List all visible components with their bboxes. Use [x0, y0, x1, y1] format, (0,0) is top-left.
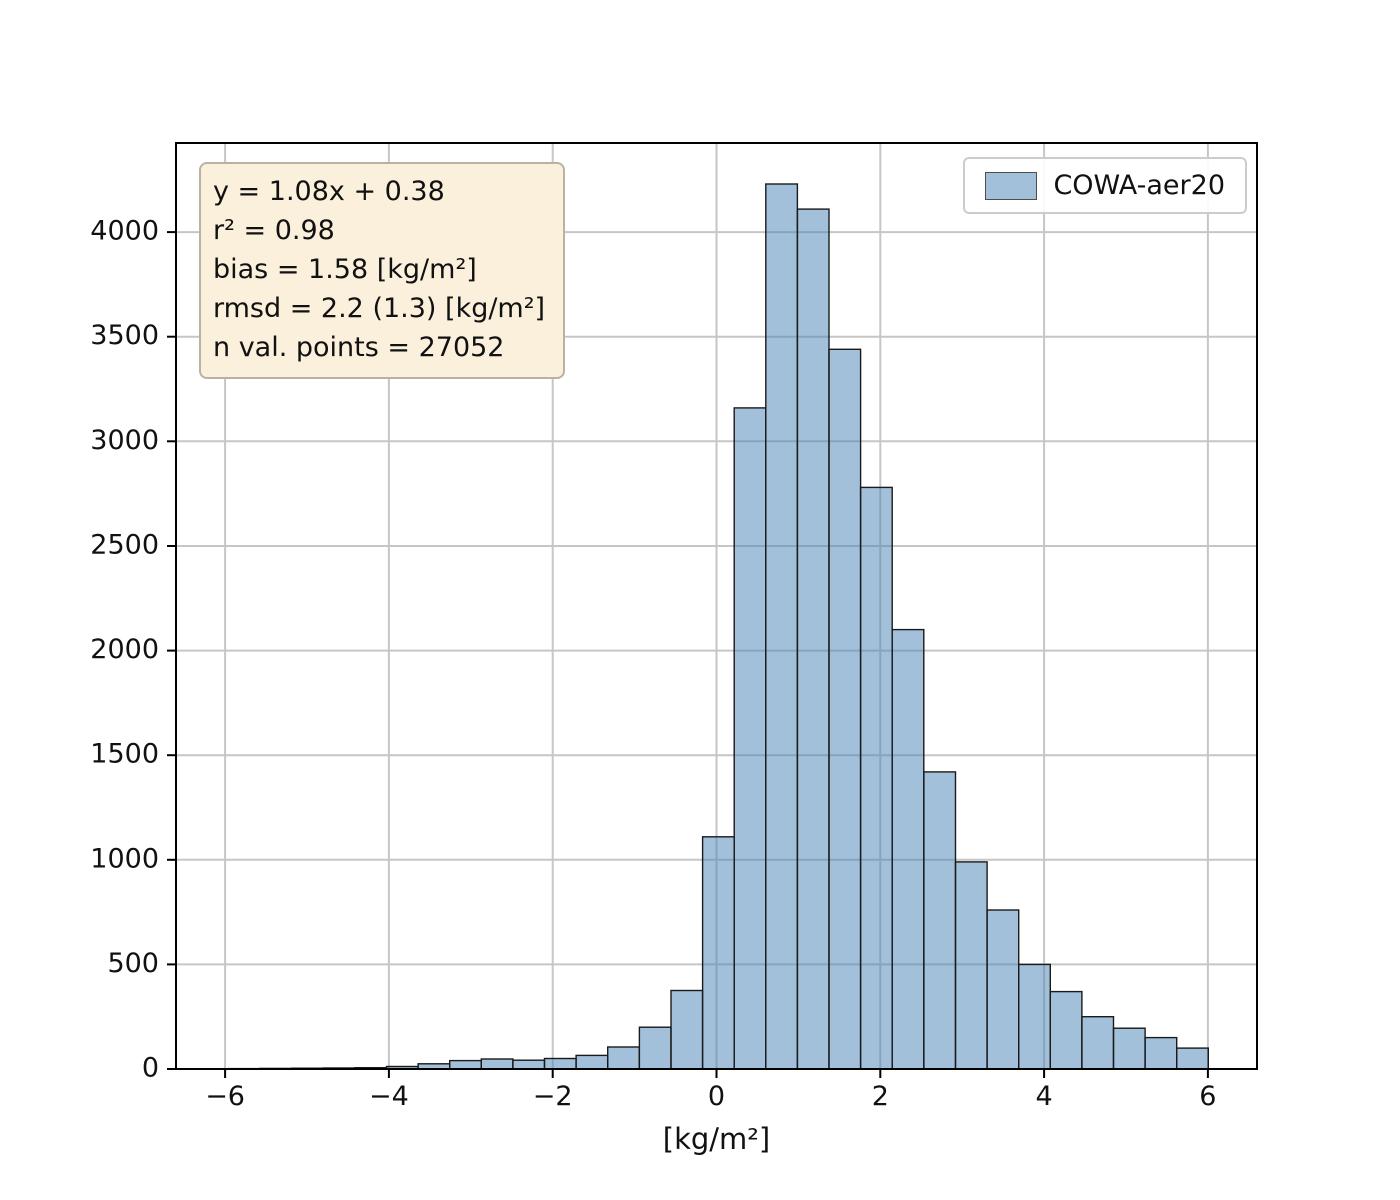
- legend: COWA-aer20: [963, 157, 1247, 214]
- y-tick-label: 1000: [90, 843, 159, 874]
- histogram-bar: [543, 1057, 577, 1070]
- stats-annotation-box: y = 1.08x + 0.38 r² = 0.98 bias = 1.58 […: [199, 162, 566, 379]
- histogram-bar: [891, 628, 925, 1070]
- stats-line-regression: y = 1.08x + 0.38: [213, 176, 445, 207]
- y-tick-label: 1500: [90, 739, 159, 770]
- x-tick-label: −6: [205, 1081, 245, 1112]
- histogram-bar: [1049, 990, 1083, 1070]
- x-tick-label: −2: [533, 1081, 573, 1112]
- stats-line-rmsd: rmsd = 2.2 (1.3) [kg/m²]: [213, 293, 546, 324]
- stats-line-bias: bias = 1.58 [kg/m²]: [213, 254, 477, 285]
- histogram-bar: [986, 909, 1020, 1070]
- histogram-bar: [670, 989, 704, 1070]
- histogram-bar: [701, 836, 735, 1070]
- histogram-bar: [796, 208, 830, 1070]
- x-tick-label: 4: [1036, 1081, 1053, 1112]
- histogram-bar: [1018, 963, 1052, 1070]
- histogram-bar: [1081, 1016, 1115, 1070]
- histogram-bar: [828, 348, 862, 1070]
- y-tick-label: 2000: [90, 634, 159, 665]
- y-tick-label: 3000: [90, 425, 159, 456]
- histogram-bar: [954, 861, 988, 1070]
- stats-line-r2: r² = 0.98: [213, 215, 335, 246]
- legend-label: COWA-aer20: [1053, 170, 1225, 201]
- stats-line-npoints: n val. points = 27052: [213, 332, 505, 363]
- y-tick-label: 500: [107, 948, 159, 979]
- legend-swatch-icon: [985, 171, 1038, 200]
- histogram-bar: [765, 183, 799, 1070]
- histogram-bar: [1144, 1036, 1178, 1070]
- x-axis-label: [kg/m²]: [662, 1122, 771, 1156]
- y-tick-label: 0: [142, 1053, 159, 1084]
- histogram-bar: [575, 1054, 609, 1070]
- x-tick-label: 0: [708, 1081, 725, 1112]
- histogram-bar: [638, 1026, 672, 1070]
- x-tick-label: 2: [872, 1081, 889, 1112]
- histogram-bar: [607, 1046, 641, 1070]
- histogram-bar: [733, 407, 767, 1070]
- histogram-bar: [480, 1058, 514, 1070]
- histogram-bar: [923, 771, 957, 1070]
- y-tick-label: 3500: [90, 320, 159, 351]
- histogram-bar: [449, 1059, 483, 1070]
- histogram-bar: [512, 1059, 546, 1070]
- y-tick-label: 2500: [90, 530, 159, 561]
- y-tick-label: 4000: [90, 216, 159, 247]
- x-tick-label: −4: [369, 1081, 409, 1112]
- histogram-bar: [859, 486, 893, 1070]
- histogram-bar: [1112, 1027, 1146, 1070]
- histogram-bar: [1175, 1047, 1209, 1070]
- x-tick-label: 6: [1199, 1081, 1216, 1112]
